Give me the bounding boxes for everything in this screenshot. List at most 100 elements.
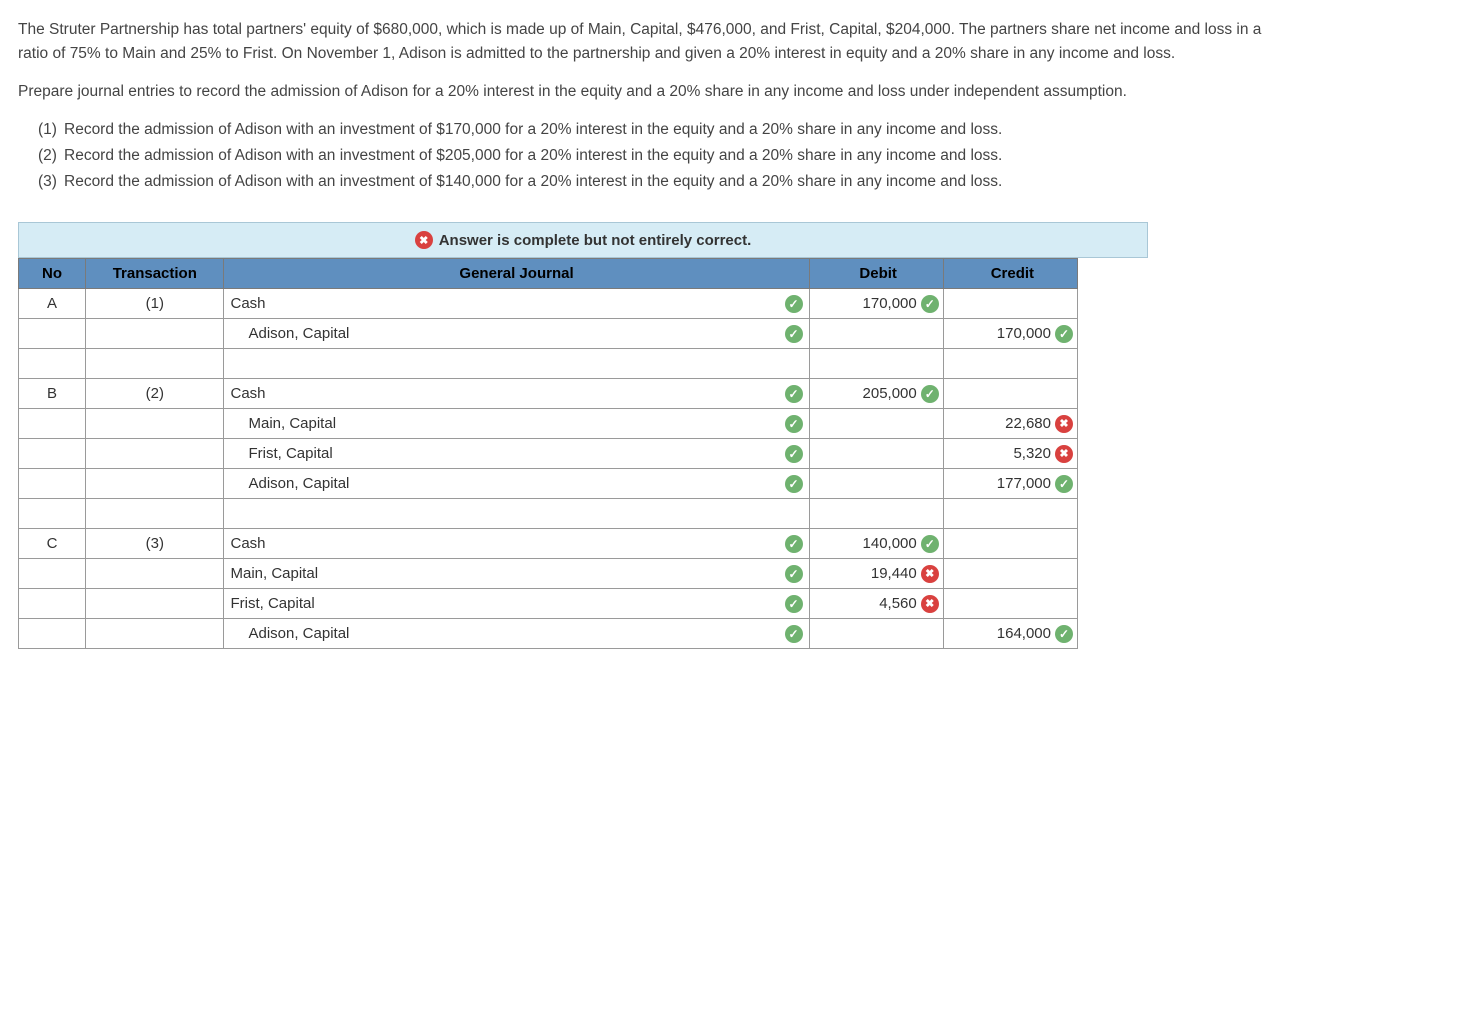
account-name: Adison, Capital — [230, 475, 778, 492]
table-row: C(3)Cash140,000 — [19, 529, 1078, 559]
cell-no: A — [19, 289, 86, 319]
x-icon — [921, 595, 939, 613]
cell-no — [19, 559, 86, 589]
cell-general-journal[interactable]: Cash — [224, 379, 809, 409]
cell-credit[interactable]: 170,000 — [943, 319, 1077, 349]
cell-transaction: (1) — [86, 289, 224, 319]
cell-debit[interactable] — [809, 469, 943, 499]
cell-debit[interactable]: 170,000 — [809, 289, 943, 319]
spacer-cell — [224, 349, 809, 379]
x-icon — [415, 231, 433, 249]
check-icon — [785, 295, 803, 313]
cell-transaction — [86, 469, 224, 499]
sub-item-number: (1) — [38, 118, 64, 142]
table-row — [19, 349, 1078, 379]
cell-transaction: (3) — [86, 529, 224, 559]
check-icon — [785, 595, 803, 613]
table-row: Main, Capital 22,680 — [19, 409, 1078, 439]
cell-debit[interactable]: 19,440 — [809, 559, 943, 589]
table-row: Frist, Capital 5,320 — [19, 439, 1078, 469]
spacer-cell — [809, 499, 943, 529]
cell-debit[interactable] — [809, 619, 943, 649]
cell-no — [19, 589, 86, 619]
check-icon — [785, 415, 803, 433]
cell-credit[interactable] — [943, 529, 1077, 559]
sub-item-number: (2) — [38, 144, 64, 168]
spacer-cell — [943, 499, 1077, 529]
cell-debit[interactable] — [809, 319, 943, 349]
table-row: A(1) Cash 170,000 — [19, 289, 1078, 319]
cell-general-journal[interactable]: Adison, Capital — [224, 319, 809, 349]
table-row: Adison, Capital 170,000 — [19, 319, 1078, 349]
account-name: Adison, Capital — [230, 325, 778, 342]
cell-transaction — [86, 559, 224, 589]
account-name: Main, Capital — [230, 415, 778, 432]
account-name: Cash — [230, 535, 778, 552]
problem-sub-item: (2)Record the admission of Adison with a… — [38, 144, 1278, 168]
cell-general-journal[interactable]: Adison, Capital — [224, 619, 809, 649]
cell-general-journal[interactable]: Frist, Capital — [224, 439, 809, 469]
cell-debit[interactable]: 4,560 — [809, 589, 943, 619]
debit-value: 170,000 — [816, 295, 917, 312]
cell-debit[interactable] — [809, 439, 943, 469]
check-icon — [785, 565, 803, 583]
cell-credit[interactable] — [943, 379, 1077, 409]
credit-value: 170,000 — [950, 325, 1051, 342]
check-icon — [921, 385, 939, 403]
account-name: Main, Capital — [230, 565, 778, 582]
check-icon — [785, 445, 803, 463]
debit-value: 4,560 — [816, 595, 917, 612]
problem-sub-item: (1)Record the admission of Adison with a… — [38, 118, 1278, 142]
cell-general-journal[interactable]: Cash — [224, 289, 809, 319]
check-icon — [921, 535, 939, 553]
cell-debit[interactable] — [809, 409, 943, 439]
x-icon — [1055, 415, 1073, 433]
sub-item-text: Record the admission of Adison with an i… — [64, 118, 1002, 142]
cell-general-journal[interactable]: Main, Capital — [224, 409, 809, 439]
cell-debit[interactable]: 140,000 — [809, 529, 943, 559]
check-icon — [1055, 475, 1073, 493]
cell-no: B — [19, 379, 86, 409]
check-icon — [785, 625, 803, 643]
cell-credit[interactable] — [943, 289, 1077, 319]
header-credit: Credit — [943, 259, 1077, 289]
spacer-cell — [86, 499, 224, 529]
cell-credit[interactable]: 164,000 — [943, 619, 1077, 649]
table-row: Adison, Capital 164,000 — [19, 619, 1078, 649]
cell-general-journal[interactable]: Cash — [224, 529, 809, 559]
credit-value: 177,000 — [950, 475, 1051, 492]
cell-credit[interactable]: 22,680 — [943, 409, 1077, 439]
table-row — [19, 499, 1078, 529]
cell-debit[interactable]: 205,000 — [809, 379, 943, 409]
check-icon — [785, 535, 803, 553]
cell-credit[interactable]: 177,000 — [943, 469, 1077, 499]
account-name: Cash — [230, 295, 778, 312]
cell-credit[interactable] — [943, 589, 1077, 619]
x-icon — [1055, 445, 1073, 463]
header-transaction: Transaction — [86, 259, 224, 289]
general-journal-table: No Transaction General Journal Debit Cre… — [18, 258, 1078, 649]
cell-credit[interactable] — [943, 559, 1077, 589]
cell-general-journal[interactable]: Main, Capital — [224, 559, 809, 589]
answer-status-text: Answer is complete but not entirely corr… — [439, 232, 752, 249]
cell-transaction — [86, 409, 224, 439]
problem-sub-items: (1)Record the admission of Adison with a… — [38, 118, 1278, 194]
cell-no — [19, 469, 86, 499]
problem-para-2: Prepare journal entries to record the ad… — [18, 80, 1278, 104]
check-icon — [785, 325, 803, 343]
debit-value: 140,000 — [816, 535, 917, 552]
x-icon — [921, 565, 939, 583]
debit-value: 205,000 — [816, 385, 917, 402]
cell-general-journal[interactable]: Frist, Capital — [224, 589, 809, 619]
account-name: Cash — [230, 385, 778, 402]
cell-no — [19, 319, 86, 349]
answer-section: Answer is complete but not entirely corr… — [18, 222, 1148, 649]
credit-value: 164,000 — [950, 625, 1051, 642]
header-no: No — [19, 259, 86, 289]
cell-credit[interactable]: 5,320 — [943, 439, 1077, 469]
sub-item-text: Record the admission of Adison with an i… — [64, 144, 1002, 168]
problem-statement: The Struter Partnership has total partne… — [18, 18, 1278, 104]
table-row: Main, Capital 19,440 — [19, 559, 1078, 589]
answer-status-bar: Answer is complete but not entirely corr… — [18, 222, 1148, 258]
cell-general-journal[interactable]: Adison, Capital — [224, 469, 809, 499]
